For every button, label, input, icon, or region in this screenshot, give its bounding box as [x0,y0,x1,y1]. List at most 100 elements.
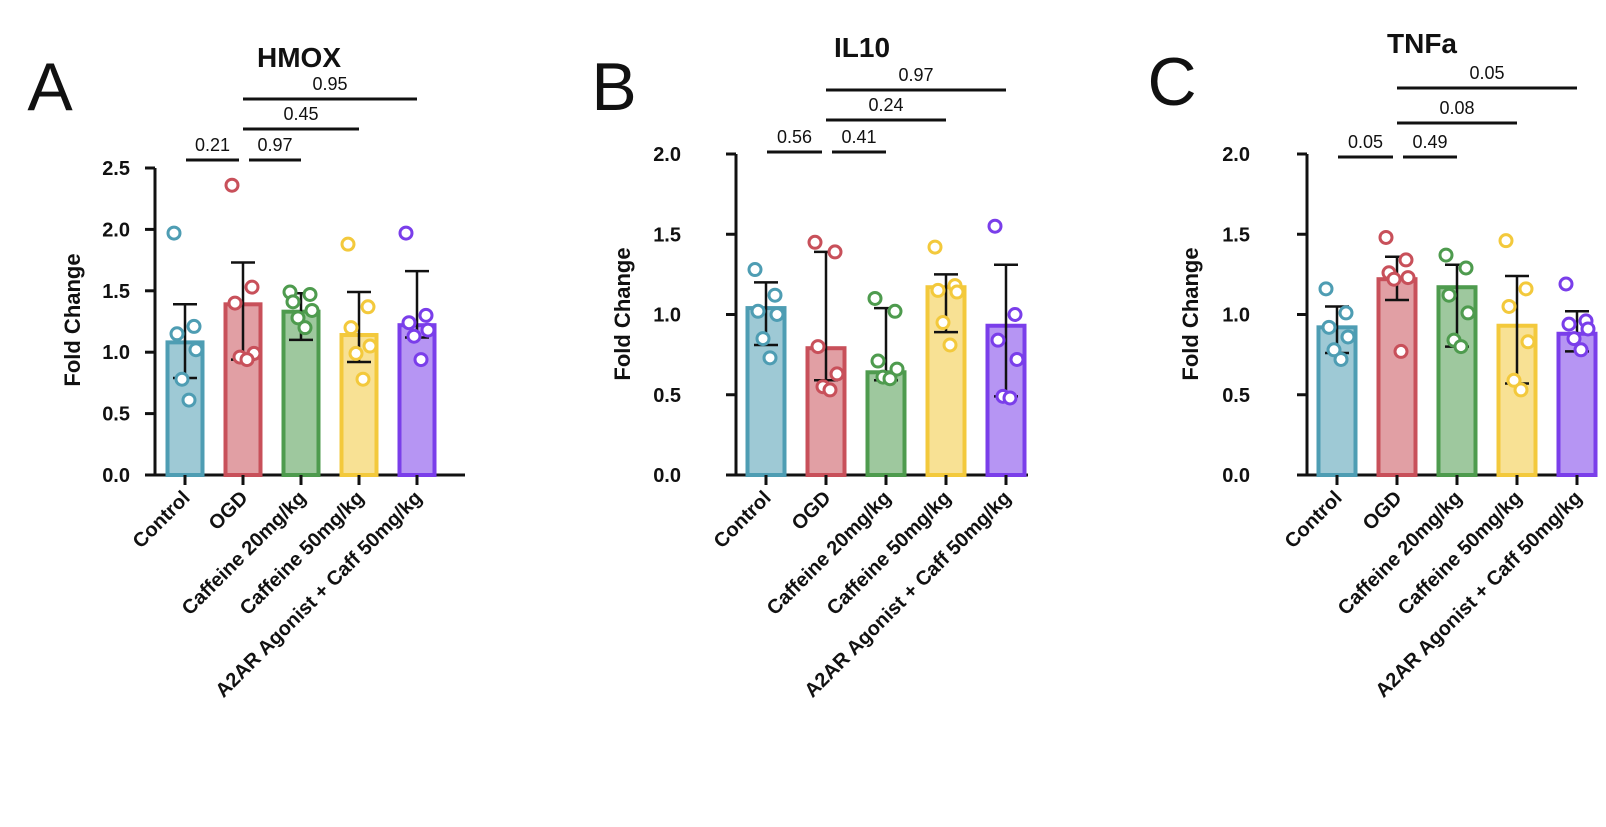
data-point [1009,351,1025,367]
data-point [420,322,436,338]
x-tick-label: OGD [1359,487,1407,535]
y-tick-label: 1.5 [653,224,681,246]
data-point [1458,260,1474,276]
y-tick-label: 1.5 [102,281,130,303]
data-point [1007,307,1023,322]
panel-letter: A [27,49,73,125]
data-point [1321,319,1337,335]
p-value-label: 0.95 [312,74,347,94]
data-point [406,328,422,344]
data-point [413,352,429,368]
x-tick-label: Control [710,487,776,553]
data-point [1520,334,1536,350]
p-value-label: 0.05 [1469,63,1504,83]
p-value-label: 0.45 [283,104,318,124]
data-point [348,345,364,361]
y-tick-label: 0.5 [1222,385,1250,407]
p-value-label: 0.56 [777,127,812,147]
x-tick-label: A2AR Agonist + Caff 50mg/kg [212,487,427,702]
data-point [987,218,1003,234]
data-point [1340,329,1356,345]
y-tick-label: 1.0 [102,342,130,364]
data-point [174,371,190,387]
data-point [1386,271,1402,287]
data-point [290,310,306,326]
panel-title: HMOX [257,42,341,73]
y-axis-label: Fold Change [610,247,635,380]
data-point [889,361,905,377]
data-point [822,382,838,398]
bar [865,370,907,477]
panel-letter: C [1147,44,1196,120]
data-point [169,326,185,342]
data-point [829,366,845,382]
data-point [1333,351,1349,367]
p-value-label: 0.24 [868,95,903,115]
data-point [1002,390,1018,406]
data-point [188,342,204,358]
panel-a: A HMOX Fold Change [27,42,341,387]
data-point [1393,343,1409,359]
data-point [244,279,260,295]
data-point [340,236,356,252]
data-point [166,225,182,241]
data-point [1580,321,1596,337]
y-tick-label: 0.0 [653,465,681,487]
data-point [1398,252,1414,268]
data-point [769,307,785,322]
data-point [767,287,783,303]
data-point [343,320,359,336]
data-point [1400,270,1416,286]
y-tick-label: 0.0 [1222,465,1250,487]
data-point [1558,276,1574,292]
data-point [1460,305,1476,321]
data-point [747,262,763,278]
data-point [302,286,318,302]
data-point [304,302,320,318]
data-point [1441,287,1457,303]
data-point [186,318,202,334]
p-value-label: 0.08 [1439,98,1474,118]
panel-letter: B [591,49,636,125]
y-tick-label: 1.5 [1222,224,1250,246]
p-value-label: 0.41 [841,127,876,147]
data-point [239,352,255,368]
data-point [867,290,883,306]
y-axis-label: Fold Change [60,253,85,386]
y-tick-label: 1.0 [1222,305,1250,327]
data-point [362,338,378,354]
data-point [870,353,886,369]
bar [397,323,437,477]
data-point [398,225,414,241]
data-point [227,295,243,311]
panel-title: IL10 [834,32,890,63]
y-tick-label: 2.0 [102,219,130,241]
data-point [1378,229,1394,245]
data-point [401,315,417,331]
data-point [807,234,823,250]
data-point [935,315,951,331]
data-point [181,392,197,408]
data-point [930,282,946,298]
data-point [224,177,240,193]
data-point [810,339,826,355]
bar [1376,277,1418,477]
data-point [355,371,371,387]
y-axis-label: Fold Change [1178,247,1203,380]
data-point [990,332,1006,348]
data-point [1318,281,1334,297]
p-value-label: 0.05 [1348,132,1383,152]
data-point [297,320,313,336]
data-point [1501,298,1517,314]
p-value-label: 0.97 [257,135,292,155]
y-tick-label: 1.0 [653,305,681,327]
data-point [1338,305,1354,321]
data-point [360,299,376,315]
y-tick-label: 2.0 [653,144,681,166]
y-tick-label: 0.0 [102,465,130,487]
